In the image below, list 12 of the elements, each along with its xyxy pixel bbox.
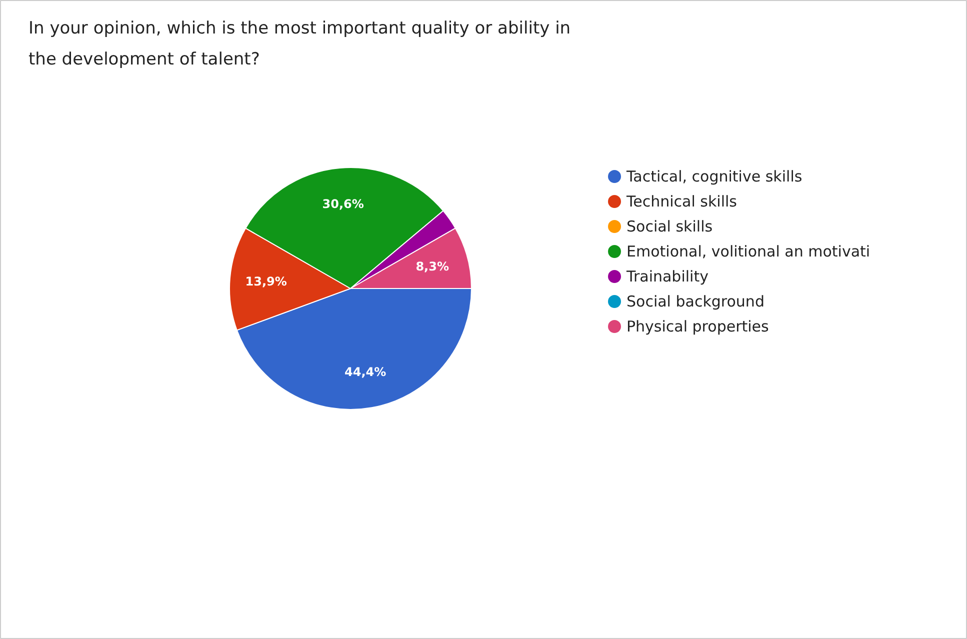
legend-label: Trainability xyxy=(626,268,709,286)
legend-label: Technical skills xyxy=(626,192,738,210)
data-label: 44,4% xyxy=(344,364,386,379)
data-label: 8,3% xyxy=(416,260,449,274)
chart-title: In your opinion, which is the most important quality or ability in the development of talent? xyxy=(28,18,571,70)
legend-label: Physical properties xyxy=(626,318,770,336)
data-label: 30,6% xyxy=(322,197,364,212)
data-label: 13,9% xyxy=(245,274,287,288)
legend-label: Social background xyxy=(626,292,764,310)
legend-label: Social skills xyxy=(626,218,713,236)
legend-label: Emotional, volitional an motivati xyxy=(626,242,870,260)
legend-label: Tactical, cognitive skills xyxy=(626,168,802,186)
